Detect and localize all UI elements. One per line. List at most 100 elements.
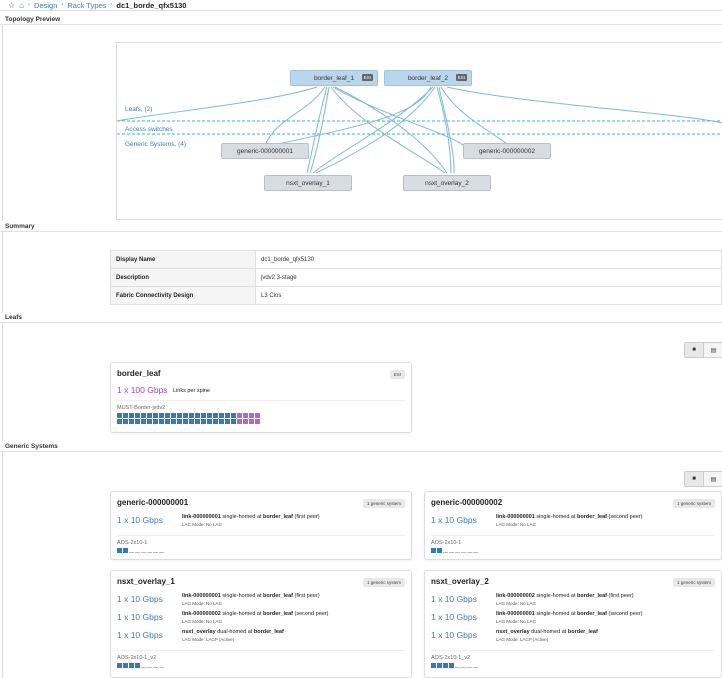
port-used (183, 413, 188, 418)
device-profile: AOS-2x10-1 (117, 540, 148, 546)
port-used (165, 413, 170, 418)
card-title: nsxt_overlay_2 (431, 577, 489, 586)
link-speed: 1 x 10 Gbps (431, 630, 477, 640)
generic-system-card[interactable]: generic-000000001 1 generic system 1 x 10… (110, 491, 412, 560)
home-icon[interactable]: ⌂ (19, 0, 25, 10)
generic-count-tag: 1 generic system (672, 578, 715, 587)
link-target: border_leaf (263, 593, 294, 599)
port-used (201, 413, 206, 418)
port-free (153, 663, 158, 668)
port-map (431, 548, 478, 553)
link-name: nsxt_overlay (182, 629, 216, 635)
leafs-header: Leafs (0, 312, 722, 323)
port-used (431, 663, 436, 668)
port-used (135, 413, 140, 418)
port-used-purple (255, 419, 260, 424)
table-row: Description jvdv2 3-stage (110, 268, 722, 287)
node-label: border_leaf_2 (407, 74, 449, 82)
summary-key: Fabric Connectivity Design (110, 286, 256, 305)
port-used (153, 413, 158, 418)
topology-node-generic-1[interactable]: generic-000000001 (221, 143, 309, 159)
card-title: nsxt_overlay_1 (117, 577, 175, 586)
lag-mode: LAG Mode: LACP (Active) (182, 637, 235, 642)
divider (431, 535, 715, 536)
port-used (129, 413, 134, 418)
port-used (431, 548, 436, 553)
generic-system-card[interactable]: generic-000000002 1 generic system 1 x 10… (424, 491, 722, 560)
breadcrumb: ☆ ⌂ › Design › Rack Types › dc1_borde_qf… (0, 0, 722, 11)
link-name: link-000000001 (496, 611, 535, 617)
leafs-view-toggle: ■ ▤ (684, 342, 722, 358)
link-peer: (second peer) (607, 514, 643, 520)
port-used (135, 419, 140, 424)
generic-system-card[interactable]: nsxt_overlay_2 1 generic system 1 x 10 Gb… (424, 570, 722, 678)
section-divider (2, 452, 3, 678)
topology-node-generic-2[interactable]: generic-000000002 (463, 143, 551, 159)
table-row: Display Name dc1_borde_qfx5130 (110, 250, 722, 269)
grid-view-icon[interactable]: ■ (685, 472, 704, 486)
generic-system-card[interactable]: nsxt_overlay_1 1 generic system 1 x 10 Gb… (110, 570, 412, 678)
link-speed: 1 x 10 Gbps (117, 630, 163, 640)
divider (431, 650, 715, 651)
port-free (473, 548, 478, 553)
port-used (147, 419, 152, 424)
topology-node-nsxt-overlay-2[interactable]: nsxt_overlay_2 (403, 175, 491, 191)
port-free (159, 663, 164, 668)
port-used (225, 419, 230, 424)
divider (117, 400, 405, 401)
lag-mode: LAG Mode: No LAG (182, 601, 223, 606)
link-description: link-000000001 single-homed at border_le… (182, 593, 320, 607)
device-profile: AOS-2x10-1 (431, 540, 462, 546)
link-description: link-000000001 single-homed at border_le… (182, 514, 320, 528)
generic-systems-header: Generic Systems (0, 441, 722, 452)
port-used (449, 663, 454, 668)
port-used (213, 413, 218, 418)
grid-view-icon[interactable]: ■ (685, 343, 704, 357)
topology-node-nsxt-overlay-1[interactable]: nsxt_overlay_1 (264, 175, 352, 191)
topology-node-border-leaf-1[interactable]: border_leaf_1 ESI (290, 70, 378, 86)
port-map (117, 548, 164, 553)
star-icon[interactable]: ☆ (8, 0, 16, 10)
link-target: border_leaf (253, 629, 284, 635)
port-used (153, 419, 158, 424)
port-free (141, 548, 146, 553)
link-name: link-000000001 (182, 514, 221, 520)
link-description: link-000000001 single-homed at border_le… (496, 611, 642, 625)
port-used (129, 419, 134, 424)
link-mode: single-homed at (220, 514, 264, 520)
link-speed: 1 x 10 Gbps (117, 594, 163, 604)
port-used-purple (249, 419, 254, 424)
port-used (129, 663, 134, 668)
summary-key: Description (110, 268, 256, 287)
generic-count-tag: 1 generic system (672, 499, 715, 508)
link-target: border_leaf (263, 611, 294, 617)
port-free (147, 663, 152, 668)
port-used (159, 413, 164, 418)
breadcrumb-rack-types-link[interactable]: Rack Types (67, 0, 107, 10)
link-speed: 1 x 10 Gbps (117, 515, 163, 525)
port-free (153, 548, 158, 553)
device-profile: AOS-2x10-1_v2 (431, 655, 471, 661)
lag-mode: LAG Mode: No LAG (496, 601, 537, 606)
link-speed: 1 x 10 Gbps (431, 594, 477, 604)
leaf-card-border-leaf[interactable]: border_leaf ESI 1 x 100 Gbps Links per s… (110, 362, 412, 433)
link-description: link-000000002 single-homed at border_le… (496, 593, 634, 607)
port-used (117, 413, 122, 418)
port-used (443, 663, 448, 668)
node-label: generic-000000002 (478, 147, 536, 155)
chevron-right-icon: › (61, 2, 64, 8)
breadcrumb-design-link[interactable]: Design (34, 0, 58, 10)
generic-view-toggle: ■ ▤ (684, 471, 722, 487)
list-view-icon[interactable]: ▤ (710, 347, 717, 354)
port-used (231, 413, 236, 418)
topology-node-border-leaf-2[interactable]: border_leaf_2 ESI (384, 70, 472, 86)
port-used (147, 413, 152, 418)
link-mode: dual-homed at (215, 629, 254, 635)
port-free (141, 663, 146, 668)
port-used (117, 419, 122, 424)
list-view-icon[interactable]: ▤ (710, 476, 717, 483)
link-target: border_leaf (577, 611, 608, 617)
generic-systems-count-label: Generic Systems, (4) (125, 141, 187, 148)
node-label: border_leaf_1 (313, 74, 355, 82)
node-label: nsxt_overlay_2 (425, 179, 469, 187)
